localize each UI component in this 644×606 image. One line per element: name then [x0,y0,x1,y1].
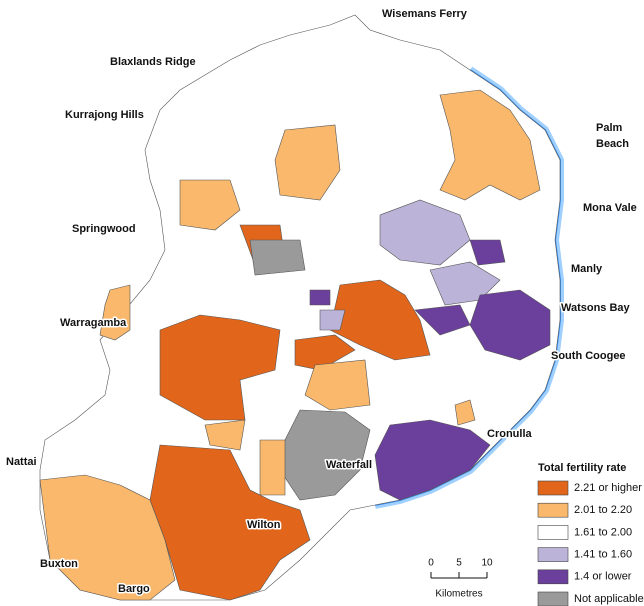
region [159,314,281,421]
place-label: Wilton [247,519,281,531]
region [439,89,541,201]
region [249,239,306,276]
place-label: South Coogee [551,350,626,362]
scale-tick-label: 0 [428,558,434,569]
region [39,474,176,601]
place-label: Springwood [72,223,136,235]
region [304,359,371,411]
region [469,239,506,266]
region [259,439,286,496]
place-label: Waterfall [326,459,372,471]
regions [39,14,561,601]
region [414,304,471,336]
place-label: Blaxlands Ridge [110,56,196,68]
scale-tick-label: 5 [456,558,462,569]
region [469,289,551,361]
place-label-line: Beach [596,138,629,150]
legend-label: 1.4 or lower [574,571,632,583]
legend-swatch [537,502,569,518]
place-label: Cronulla [487,428,532,440]
legend-label: Not applicable [574,593,644,605]
legend-label: 2.21 or higher [574,482,642,494]
region [179,179,241,231]
place-label: Kurrajong Hills [65,109,144,121]
region [374,419,491,501]
legend-swatch [537,569,569,585]
legend-label: 2.01 to 2.20 [574,504,632,516]
legend: Total fertility rate 2.21 or higher 2.01 … [537,460,644,606]
place-label: Palm Beach [596,122,629,150]
legend-swatch [537,525,569,540]
region [294,334,356,371]
region [319,309,346,331]
place-label: Bargo [118,583,150,595]
place-label: Manly [571,263,603,275]
legend-swatch [537,547,569,562]
region [379,199,471,266]
place-label: Buxton [40,558,78,570]
legend-swatch [537,480,569,496]
place-label: Nattai [6,456,37,468]
legend-label: 1.41 to 1.60 [574,549,632,561]
scale-bar: Kilometres 0 5 10 [428,558,493,600]
place-label: Mona Vale [583,202,637,214]
place-label: Watsons Bay [561,302,631,314]
region [309,289,331,306]
region [99,284,131,341]
region [274,124,341,201]
region [429,261,501,306]
scale-unit: Kilometres [435,589,482,600]
region [454,399,476,426]
scale-tick-label: 10 [481,558,493,569]
legend-title: Total fertility rate [538,462,626,474]
place-label: Warragamba [60,317,127,329]
place-label-line: Palm [596,122,623,134]
legend-label: 1.61 to 2.00 [574,526,632,538]
region [329,279,431,361]
region [204,419,246,451]
legend-swatch [537,591,569,606]
place-label: Wisemans Ferry [382,8,468,20]
